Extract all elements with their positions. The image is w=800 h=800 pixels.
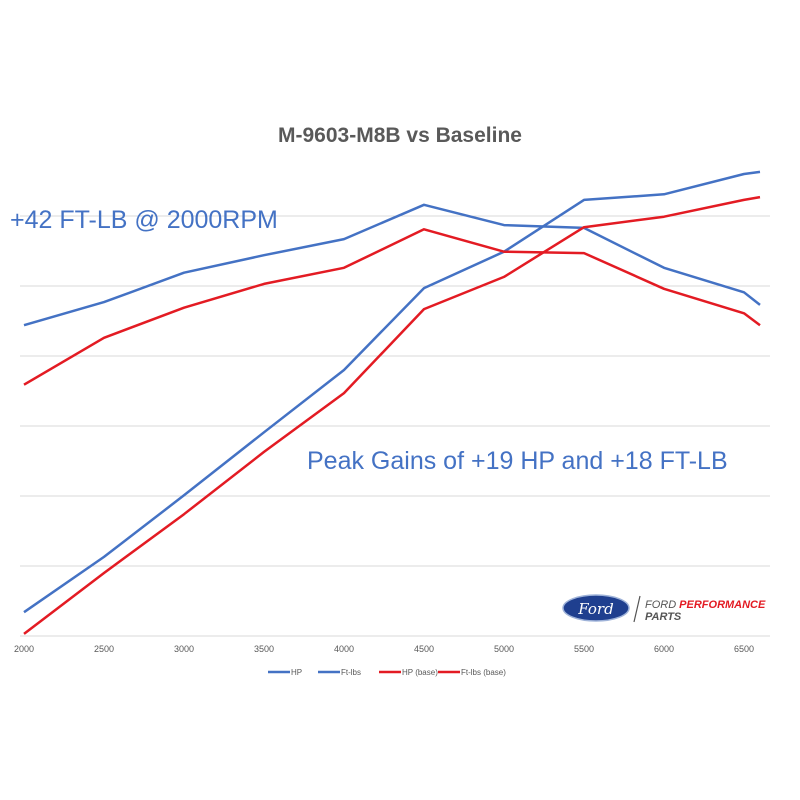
ford-performance-logo: Ford FORD PERFORMANCE PARTS: [562, 594, 766, 623]
x-tick-label: 6000: [654, 644, 674, 654]
x-tick-label: 6500: [734, 644, 754, 654]
legend-label: Ft-lbs: [341, 668, 361, 677]
legend-label: Ft-lbs (base): [461, 668, 506, 677]
ford-oval-icon: [562, 594, 630, 622]
annotation-torque-gain: +42 FT-LB @ 2000RPM: [10, 206, 278, 234]
series-lines: [23, 170, 761, 635]
x-tick-label: 3500: [254, 644, 274, 654]
logo-parts: PARTS: [645, 611, 682, 623]
x-tick-label: 4500: [414, 644, 434, 654]
series-line-ft-lbs-base: [23, 228, 761, 386]
chart-title: M-9603-M8B vs Baseline: [278, 124, 522, 147]
legend-label: HP (base): [402, 668, 438, 677]
x-tick-label: 5000: [494, 644, 514, 654]
legend: HP Ft-lbs HP (base) Ft-lbs (base): [268, 668, 506, 677]
ford-oval-text: Ford: [577, 600, 613, 618]
x-tick-label: 2500: [94, 644, 114, 654]
logo-performance: PERFORMANCE: [679, 599, 766, 611]
logo-ford: FORD: [645, 599, 676, 611]
x-tick-label: 5500: [574, 644, 594, 654]
legend-label: HP: [291, 668, 302, 677]
gridlines: [20, 215, 770, 637]
x-axis-ticks: 2000 2500 3000 3500 4000 4500 5000 5500 6000 6500: [14, 644, 754, 654]
series-line-hp: [23, 170, 761, 614]
series-line-hp-base: [23, 195, 761, 635]
annotation-peak-gains: Peak Gains of +19 HP and +18 FT-LB: [307, 447, 728, 475]
x-tick-label: 4000: [334, 644, 354, 654]
series-line-ft-lbs: [23, 203, 761, 327]
x-tick-label: 3000: [174, 644, 194, 654]
x-tick-label: 2000: [14, 644, 34, 654]
